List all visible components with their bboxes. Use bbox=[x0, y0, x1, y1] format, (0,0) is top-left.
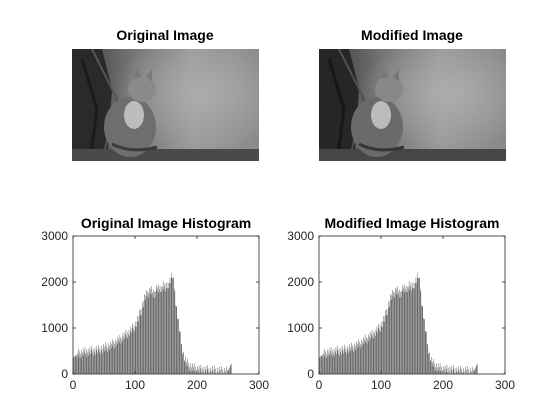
modified-histogram-title: Modified Image Histogram bbox=[324, 215, 499, 231]
y-tick-label: 2000 bbox=[287, 275, 314, 289]
original-histogram-bars bbox=[73, 272, 232, 374]
original-image bbox=[72, 49, 259, 161]
x-tick-label: 300 bbox=[249, 378, 269, 392]
y-tick-label: 2000 bbox=[41, 275, 68, 289]
x-tick-label: 100 bbox=[125, 378, 145, 392]
x-tick-label: 100 bbox=[371, 378, 391, 392]
y-tick-label: 3000 bbox=[287, 229, 314, 243]
y-tick-label: 3000 bbox=[41, 229, 68, 243]
x-tick-label: 0 bbox=[316, 378, 323, 392]
x-tick-label: 300 bbox=[495, 378, 515, 392]
original-histogram-title: Original Image Histogram bbox=[81, 215, 251, 231]
x-tick-label: 0 bbox=[70, 378, 77, 392]
y-tick-label: 1000 bbox=[287, 321, 314, 335]
original-image-title: Original Image bbox=[116, 27, 214, 43]
x-tick-label: 200 bbox=[433, 378, 453, 392]
x-tick-label: 200 bbox=[187, 378, 207, 392]
modified-image bbox=[319, 49, 506, 161]
modified-image-title: Modified Image bbox=[361, 27, 463, 43]
modified-histogram-bars bbox=[319, 272, 478, 374]
y-tick-label: 1000 bbox=[41, 321, 68, 335]
y-tick-label: 0 bbox=[61, 367, 68, 381]
y-tick-label: 0 bbox=[307, 367, 314, 381]
